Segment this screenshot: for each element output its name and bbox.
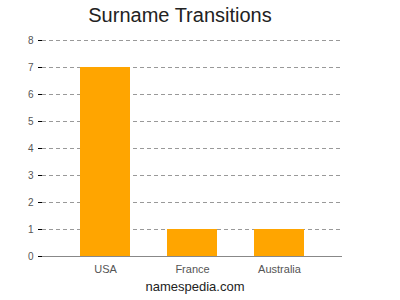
- svg-text:0: 0: [28, 251, 34, 262]
- html-text:Surname Transitions: Surname Transitions: [88, 4, 272, 26]
- svg-text:Australia: Australia: [258, 263, 302, 275]
- svg-text:3: 3: [28, 170, 34, 181]
- svg-text:4: 4: [28, 143, 34, 154]
- svg-text:7: 7: [28, 62, 34, 73]
- svg-text:2: 2: [28, 197, 34, 208]
- svg-text:6: 6: [28, 89, 34, 100]
- svg-text:1: 1: [28, 224, 34, 235]
- html-text:namespedia.com: namespedia.com: [145, 279, 245, 294]
- svg-text:France: France: [175, 263, 209, 275]
- svg-text:5: 5: [28, 116, 34, 127]
- svg-text:8: 8: [28, 35, 34, 46]
- svg-text:USA: USA: [94, 263, 117, 275]
